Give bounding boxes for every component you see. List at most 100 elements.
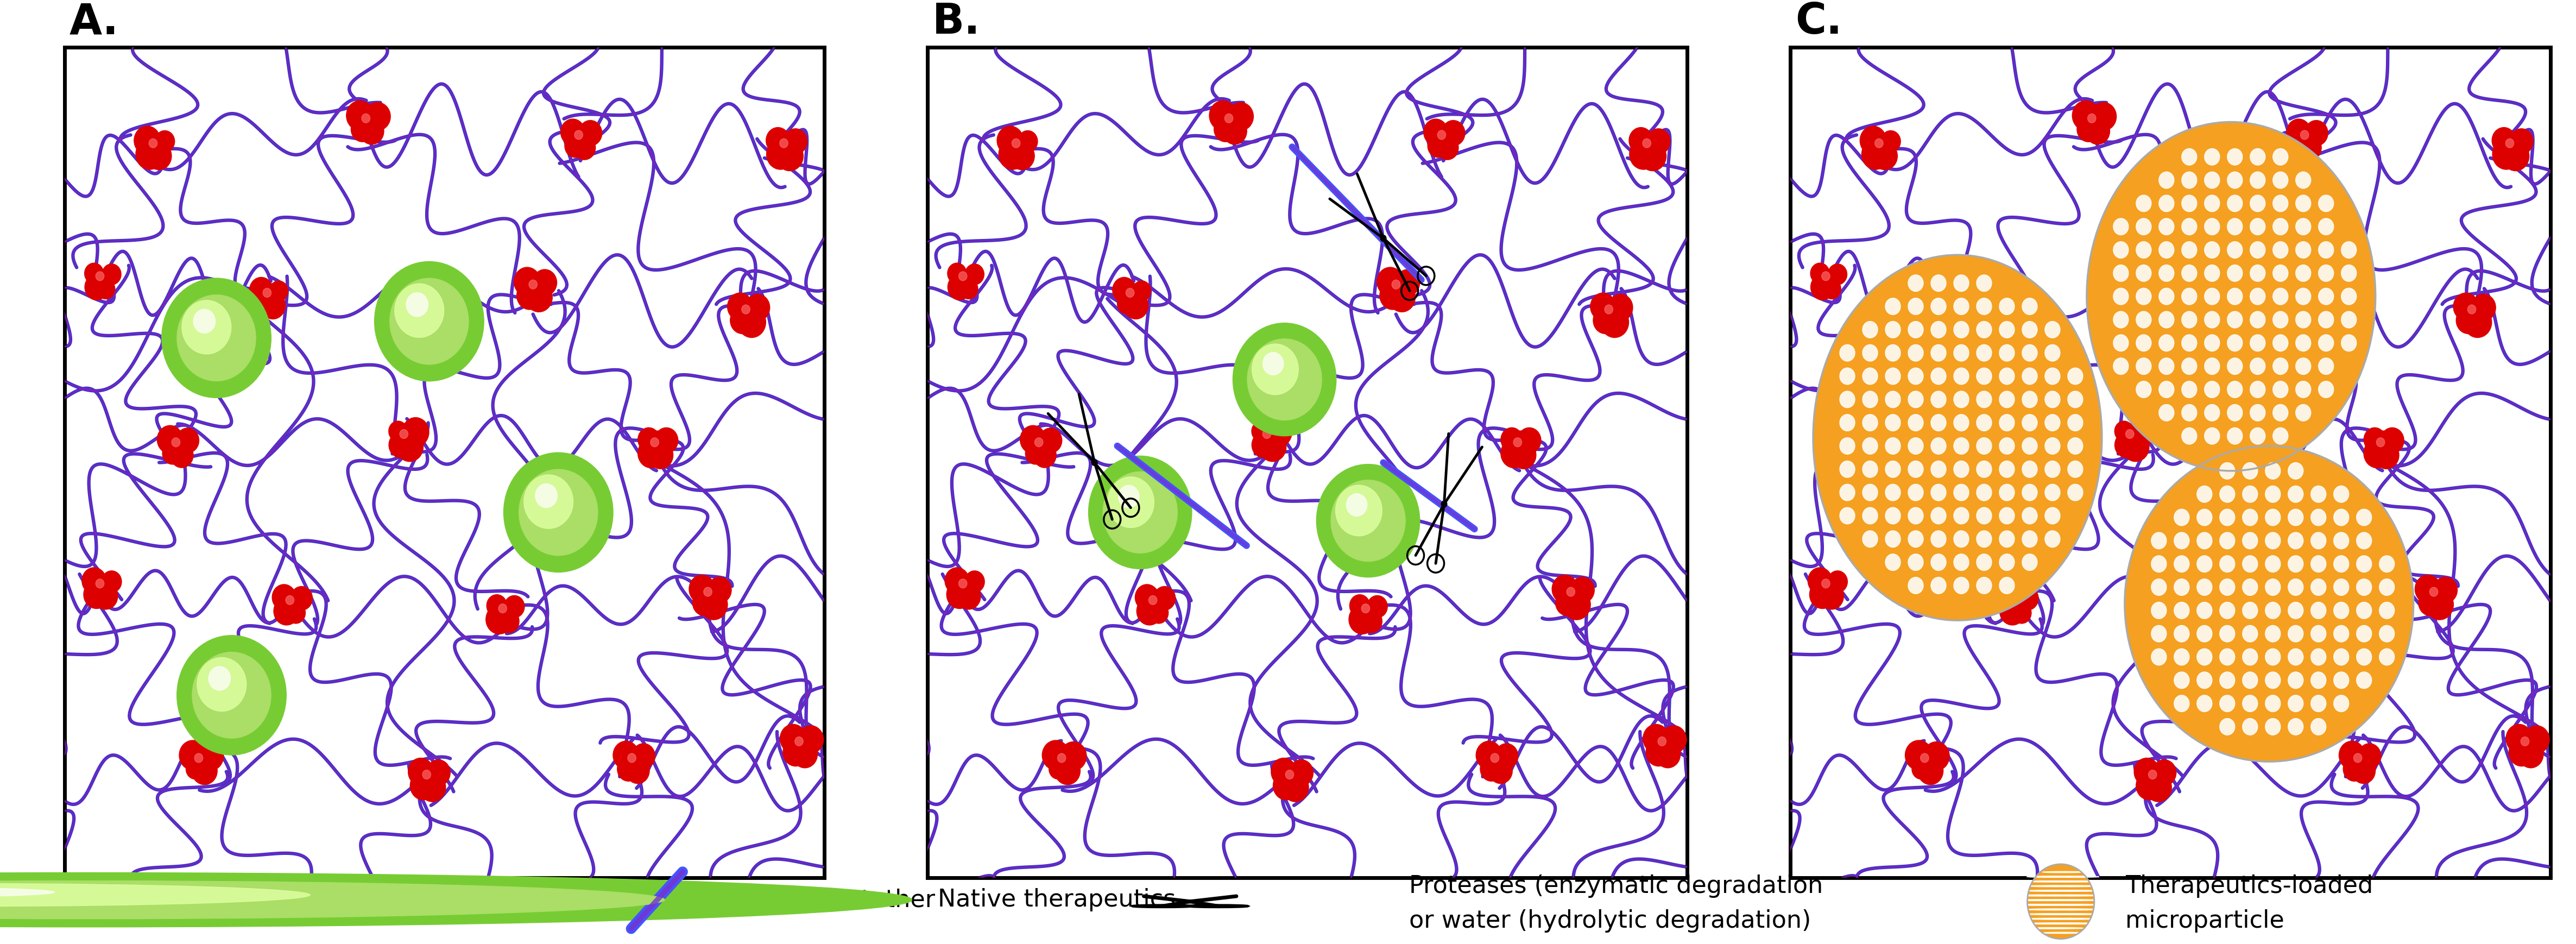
Circle shape — [742, 305, 750, 314]
Circle shape — [95, 272, 103, 280]
Circle shape — [1999, 368, 2014, 384]
Circle shape — [2334, 672, 2349, 688]
Circle shape — [389, 432, 412, 458]
Circle shape — [2339, 741, 2365, 769]
Circle shape — [2244, 509, 2257, 526]
Circle shape — [2197, 579, 2213, 596]
Circle shape — [198, 657, 247, 712]
Circle shape — [2264, 602, 2280, 618]
Circle shape — [1909, 345, 1924, 362]
Circle shape — [2429, 587, 2437, 597]
Circle shape — [688, 575, 716, 603]
Circle shape — [2071, 101, 2099, 130]
Circle shape — [2380, 428, 2403, 453]
Circle shape — [2197, 695, 2213, 712]
Circle shape — [2272, 195, 2287, 211]
Circle shape — [1118, 485, 1139, 508]
Circle shape — [1273, 771, 1298, 800]
Circle shape — [2249, 242, 2264, 259]
Circle shape — [2087, 113, 2097, 123]
Circle shape — [2159, 381, 2174, 397]
Circle shape — [2205, 195, 2221, 211]
Ellipse shape — [2125, 446, 2414, 762]
Circle shape — [1363, 604, 1370, 613]
Circle shape — [1909, 414, 1924, 431]
Circle shape — [2244, 556, 2257, 572]
Circle shape — [1999, 584, 2022, 611]
Circle shape — [639, 428, 659, 451]
Circle shape — [2344, 757, 2365, 782]
Circle shape — [1989, 288, 1996, 297]
Circle shape — [1036, 438, 1043, 447]
Circle shape — [134, 126, 160, 155]
Circle shape — [1265, 417, 1293, 447]
Circle shape — [2151, 579, 2166, 596]
Circle shape — [1976, 554, 1991, 570]
Circle shape — [2154, 760, 2177, 785]
Circle shape — [1862, 345, 1878, 362]
Circle shape — [2249, 148, 2264, 165]
Circle shape — [2311, 695, 2326, 712]
Circle shape — [2205, 428, 2221, 445]
Circle shape — [2514, 731, 2540, 760]
Circle shape — [2370, 430, 2396, 461]
Circle shape — [2468, 305, 2476, 314]
Circle shape — [1862, 139, 1891, 170]
Circle shape — [2287, 695, 2303, 712]
Circle shape — [2058, 890, 2099, 891]
Circle shape — [2354, 753, 2362, 763]
Circle shape — [417, 766, 440, 791]
Circle shape — [1600, 307, 1628, 338]
Circle shape — [2249, 381, 2264, 397]
Circle shape — [1149, 602, 1170, 623]
Circle shape — [2182, 242, 2197, 259]
Circle shape — [2318, 265, 2334, 281]
Circle shape — [2205, 334, 2221, 351]
Circle shape — [626, 758, 649, 784]
Circle shape — [1819, 583, 1844, 610]
Circle shape — [696, 581, 724, 611]
Circle shape — [1484, 748, 1510, 776]
Circle shape — [2022, 461, 2038, 478]
Circle shape — [644, 430, 670, 461]
Circle shape — [2249, 334, 2264, 351]
Circle shape — [2213, 605, 2239, 634]
Circle shape — [2159, 242, 2174, 259]
Circle shape — [1976, 391, 1991, 408]
Circle shape — [487, 595, 507, 616]
Circle shape — [2136, 218, 2151, 235]
Circle shape — [1476, 741, 1502, 769]
Circle shape — [2311, 509, 2326, 526]
Circle shape — [1646, 738, 1672, 767]
Circle shape — [0, 884, 309, 906]
Circle shape — [1862, 391, 1878, 408]
Circle shape — [2228, 381, 2244, 397]
Circle shape — [1038, 428, 1061, 453]
Circle shape — [1489, 758, 1512, 784]
Circle shape — [2151, 625, 2166, 642]
Circle shape — [1839, 484, 1855, 500]
Circle shape — [2228, 404, 2244, 421]
Circle shape — [100, 571, 121, 593]
Circle shape — [93, 577, 113, 598]
Circle shape — [2043, 932, 2084, 934]
Circle shape — [2045, 414, 2061, 431]
Circle shape — [255, 294, 273, 314]
Circle shape — [613, 741, 639, 769]
Circle shape — [2115, 432, 2138, 458]
Circle shape — [149, 139, 157, 148]
Circle shape — [726, 293, 752, 320]
Circle shape — [2027, 881, 2069, 882]
Circle shape — [170, 443, 193, 467]
Circle shape — [1999, 508, 2014, 524]
Circle shape — [1247, 339, 1321, 420]
Circle shape — [2311, 672, 2326, 688]
Circle shape — [1059, 753, 1066, 763]
Circle shape — [708, 577, 732, 603]
Circle shape — [2318, 381, 2334, 397]
Circle shape — [2146, 773, 2172, 801]
Circle shape — [286, 596, 294, 605]
Circle shape — [1976, 508, 1991, 524]
Circle shape — [175, 428, 198, 453]
Circle shape — [2357, 672, 2372, 688]
